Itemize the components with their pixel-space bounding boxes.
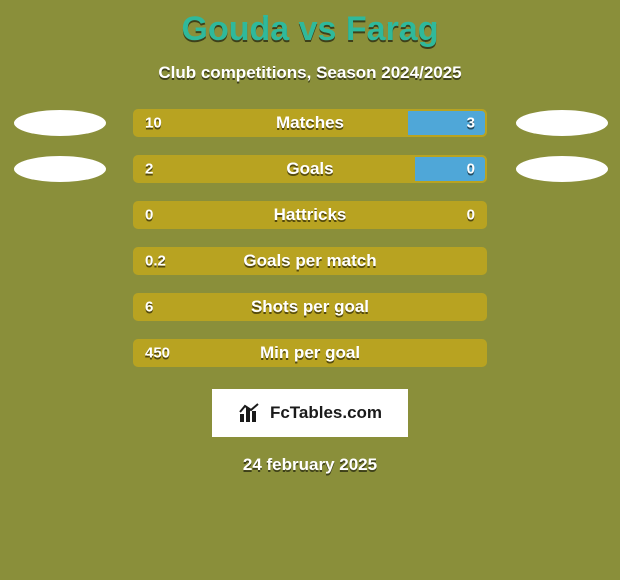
comparison-date: 24 february 2025 — [243, 455, 377, 475]
stat-value-left: 2 — [145, 161, 153, 178]
stat-label: Goals per match — [135, 251, 485, 271]
stat-label: Min per goal — [135, 343, 485, 363]
page-title: Gouda vs Farag — [182, 10, 439, 49]
player-blob-right — [516, 156, 608, 182]
stat-row: 20Goals — [0, 155, 620, 183]
stat-value-right: 0 — [467, 207, 475, 224]
stat-row: 0.2Goals per match — [0, 247, 620, 275]
stat-value-left: 450 — [145, 345, 170, 362]
stat-bar: 450Min per goal — [133, 339, 487, 367]
logo-text: FcTables.com — [270, 403, 382, 423]
stat-bar: 103Matches — [133, 109, 487, 137]
page-subtitle: Club competitions, Season 2024/2025 — [158, 63, 461, 83]
stat-row: 450Min per goal — [0, 339, 620, 367]
stat-row: 6Shots per goal — [0, 293, 620, 321]
stat-row: 103Matches — [0, 109, 620, 137]
stat-value-left: 6 — [145, 299, 153, 316]
stat-bar-right-fill — [408, 111, 485, 135]
stats-rows: 103Matches 20Goals 0 0Hattricks 0.2Goals per… — [0, 109, 620, 367]
stat-bar: 20Goals — [133, 155, 487, 183]
chart-icon — [238, 402, 264, 424]
stat-bar: 0 0Hattricks — [133, 201, 487, 229]
player-blob-right — [516, 110, 608, 136]
stat-bar: 0.2Goals per match — [133, 247, 487, 275]
fctables-logo: FcTables.com — [212, 389, 408, 437]
stat-row: 0 0Hattricks — [0, 201, 620, 229]
stat-value-left: 0 — [145, 207, 153, 224]
stat-label: Shots per goal — [135, 297, 485, 317]
player-blob-left — [14, 110, 106, 136]
stat-value-left: 0.2 — [145, 253, 166, 270]
stat-value-left: 10 — [145, 115, 162, 132]
player-blob-left — [14, 156, 106, 182]
comparison-infographic: Gouda vs Farag Club competitions, Season… — [0, 0, 620, 580]
stat-label: Hattricks — [135, 205, 485, 225]
stat-bar: 6Shots per goal — [133, 293, 487, 321]
stat-bar-right-fill — [415, 157, 485, 181]
